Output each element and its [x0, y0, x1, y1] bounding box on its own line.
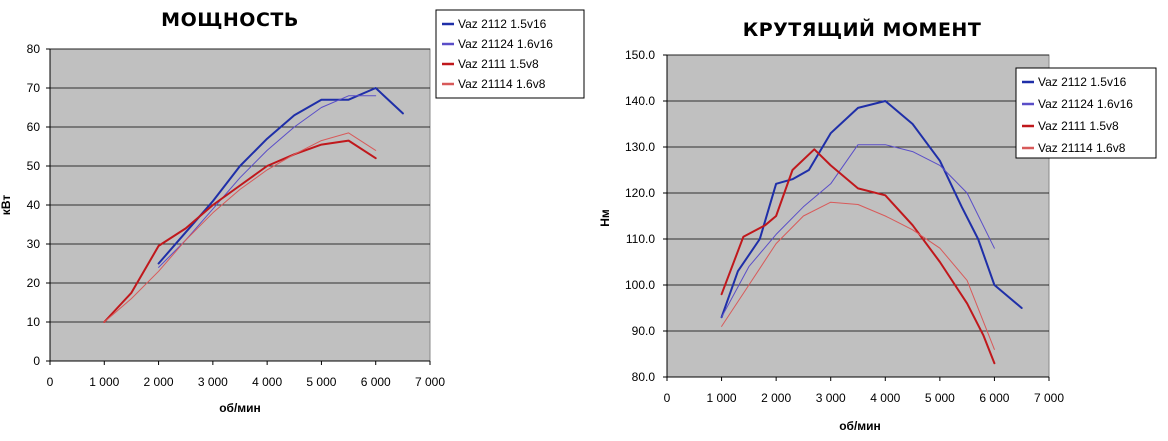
- torque-legend-entry: Vaz 2111 1.5v8: [1038, 119, 1119, 133]
- torque-y-tick-label: 150.0: [625, 48, 655, 62]
- torque-chart-title: КРУТЯЩИЙ МОМЕНТ: [743, 18, 982, 41]
- torque-x-tick-label: 6 000: [979, 391, 1009, 405]
- power-x-tick-label: 4 000: [252, 375, 282, 389]
- torque-y-tick-label: 110.0: [626, 232, 655, 246]
- torque-y-tick-label: 130.0: [625, 140, 655, 154]
- torque-plot-area: 80.0 90.0 100.0 110.0 120.0 130.0 140.0 150.0 0 1…: [625, 48, 1157, 405]
- power-legend-entry: Vaz 2112 1.5v16: [458, 17, 547, 31]
- torque-y-tick-label: 80.0: [632, 370, 656, 384]
- torque-chart: КРУТЯЩИЙ МОМЕНТ 80.0 90.0 100.0 110.0 120.0 1…: [598, 18, 1157, 433]
- torque-y-axis-label: Нм: [598, 209, 612, 227]
- torque-legend-entry: Vaz 21114 1.6v8: [1038, 141, 1126, 155]
- torque-y-tick-label: 120.0: [625, 186, 655, 200]
- power-series-line-4: [103, 132, 377, 323]
- torque-x-tick-label: 5 000: [925, 391, 955, 405]
- power-plot-area: 0 10 20 30 40 50 60 70 80 0 1 000 2 000 3 000 4 000 5 …: [27, 9, 585, 389]
- power-y-tick-label: 10: [27, 315, 41, 329]
- torque-series-line-2: [721, 144, 995, 318]
- torque-x-axis-label: об/мин: [839, 419, 881, 433]
- power-y-tick-label: 70: [27, 81, 41, 95]
- power-y-tick-label: 50: [27, 159, 41, 173]
- torque-legend-entry: Vaz 2112 1.5v16: [1038, 75, 1127, 89]
- power-legend-entry: Vaz 21124 1.6v16: [458, 37, 553, 51]
- torque-y-tick-label: 100.0: [625, 278, 655, 292]
- torque-y-tick-label: 90.0: [632, 324, 656, 338]
- power-x-tick-label: 6 000: [361, 375, 391, 389]
- torque-series-line-3: [720, 148, 996, 365]
- torque-x-tick-label: 7 000: [1034, 391, 1064, 405]
- power-x-tick-label: 7 000: [415, 375, 445, 389]
- power-legend-box: [435, 9, 585, 99]
- torque-x-tick-label: 2 000: [761, 391, 791, 405]
- power-chart: МОЩНОСТЬ 0 10 20 30 40 50 60 70 80 0 1 000 2 000 3 0…: [0, 9, 585, 415]
- power-x-tick-label: 0: [47, 375, 54, 389]
- power-chart-title: МОЩНОСТЬ: [161, 9, 299, 31]
- power-series-line-3: [103, 139, 377, 323]
- power-x-tick-label: 5 000: [306, 375, 336, 389]
- power-legend-entry: Vaz 21114 1.6v8: [458, 77, 546, 91]
- torque-plot-background: [666, 54, 1050, 378]
- power-series-line-2: [158, 95, 377, 268]
- torque-x-tick-label: 1 000: [707, 391, 737, 405]
- power-x-tick-label: 2 000: [144, 375, 174, 389]
- power-legend-entry: Vaz 2111 1.5v8: [458, 57, 539, 71]
- power-y-axis-label: кВт: [0, 195, 13, 216]
- power-x-axis-label: об/мин: [219, 401, 261, 415]
- power-y-tick-label: 0: [33, 354, 40, 368]
- power-y-tick-label: 60: [27, 120, 41, 134]
- power-x-tick-label: 3 000: [198, 375, 228, 389]
- torque-y-tick-label: 140.0: [625, 94, 655, 108]
- torque-legend-entry: Vaz 21124 1.6v16: [1038, 97, 1133, 111]
- torque-x-tick-label: 0: [664, 391, 671, 405]
- torque-x-tick-label: 3 000: [816, 391, 846, 405]
- torque-x-tick-label: 4 000: [870, 391, 900, 405]
- power-x-tick-label: 1 000: [89, 375, 119, 389]
- torque-series-line-4: [721, 201, 995, 350]
- power-y-tick-label: 30: [27, 237, 41, 251]
- power-y-tick-label: 40: [27, 198, 41, 212]
- power-y-tick-label: 20: [27, 276, 41, 290]
- power-y-tick-label: 80: [27, 42, 41, 56]
- torque-legend-box: [1015, 67, 1157, 159]
- torque-series-line-1: [720, 100, 1023, 319]
